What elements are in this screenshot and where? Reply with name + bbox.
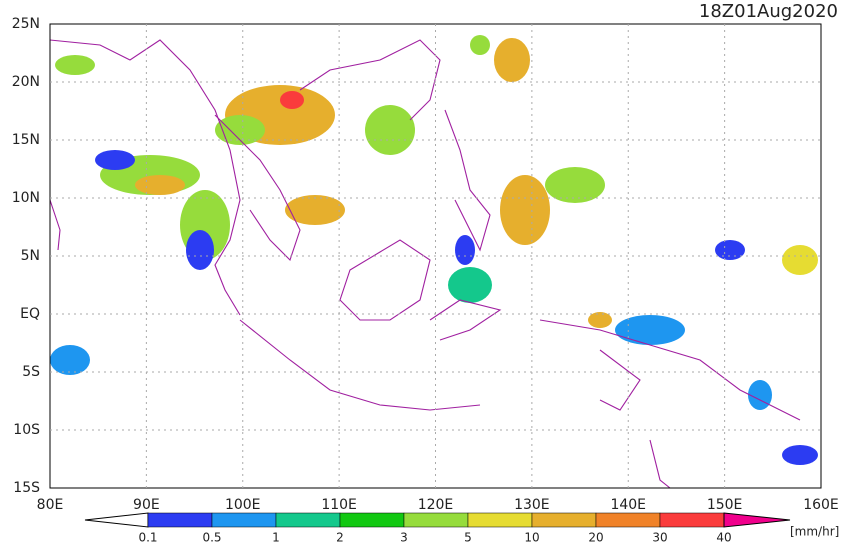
lat-label: 5S [22,364,40,380]
colorbar-label: 0.1 [138,531,157,545]
lat-label: 10N [12,190,40,206]
colorbar-segment [531,512,597,528]
map-title: 18Z01Aug2020 [699,1,838,22]
lat-label: EQ [20,306,40,322]
coastlines [49,39,801,489]
colorbar-segment [659,512,725,528]
colorbar-low-arrow [84,512,149,528]
lat-label: 10S [13,422,40,438]
colorbar-segment [467,512,533,528]
lat-label: 15S [13,480,40,496]
colorbar-segment [211,512,277,528]
colorbar-label: 20 [588,531,603,545]
colorbar-label: 2 [336,531,344,545]
lat-label: 15N [12,132,40,148]
colorbar-label: 1 [272,531,280,545]
lon-label: 120E [418,497,454,513]
colorbar-label: 0.5 [202,531,221,545]
lon-label: 150E [707,497,743,513]
lon-label: 110E [321,497,357,513]
colorbar-segment [275,512,341,528]
lon-label: 160E [803,497,839,513]
lon-label: 90E [133,497,160,513]
colorbar-segment [339,512,405,528]
colorbar-unit: [mm/hr] [790,525,839,539]
lon-label: 100E [225,497,261,513]
colorbar-segment [147,512,213,528]
colorbar-label: 5 [464,531,472,545]
lat-label: 5N [21,248,40,264]
precip-areas [50,35,818,465]
colorbar-segment [595,512,661,528]
colorbar-label: 3 [400,531,408,545]
colorbar-segment [403,512,469,528]
lon-label: 130E [514,497,550,513]
lat-label: 25N [12,16,40,32]
lon-label: 140E [610,497,646,513]
lon-label: 80E [37,497,64,513]
lat-label: 20N [12,74,40,90]
colorbar-label: 40 [716,531,731,545]
colorbar-label: 10 [524,531,539,545]
colorbar-high-arrow [723,512,791,528]
colorbar-label: 30 [652,531,667,545]
